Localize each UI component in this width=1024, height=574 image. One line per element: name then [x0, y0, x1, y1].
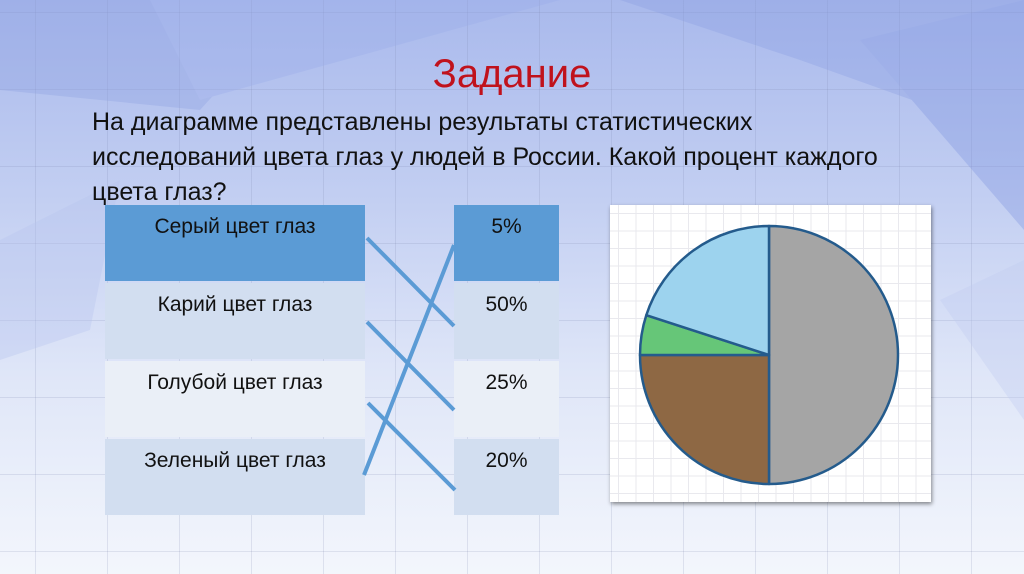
- eye-color-column: Серый цвет глаз Карий цвет глаз Голубой …: [105, 205, 365, 517]
- pie-chart: [638, 224, 900, 486]
- question-text: На диаграмме представлены результаты ста…: [92, 108, 878, 206]
- left-item-blue[interactable]: Голубой цвет глаз: [105, 361, 365, 437]
- left-item-green[interactable]: Зеленый цвет глаз: [105, 439, 365, 515]
- pie-slice-0: [767, 224, 900, 486]
- left-item-gray[interactable]: Серый цвет глаз: [105, 205, 365, 281]
- percent-column: 5% 50% 25% 20%: [454, 205, 559, 517]
- right-item-25[interactable]: 25%: [454, 361, 559, 437]
- right-item-50[interactable]: 50%: [454, 283, 559, 359]
- right-item-20[interactable]: 20%: [454, 439, 559, 515]
- pie-slice-3: [645, 224, 771, 357]
- pie-chart-frame: [610, 205, 931, 502]
- pie-slice-1: [638, 353, 771, 486]
- right-item-5[interactable]: 5%: [454, 205, 559, 281]
- slide-title: Задание: [432, 52, 592, 96]
- left-item-brown[interactable]: Карий цвет глаз: [105, 283, 365, 359]
